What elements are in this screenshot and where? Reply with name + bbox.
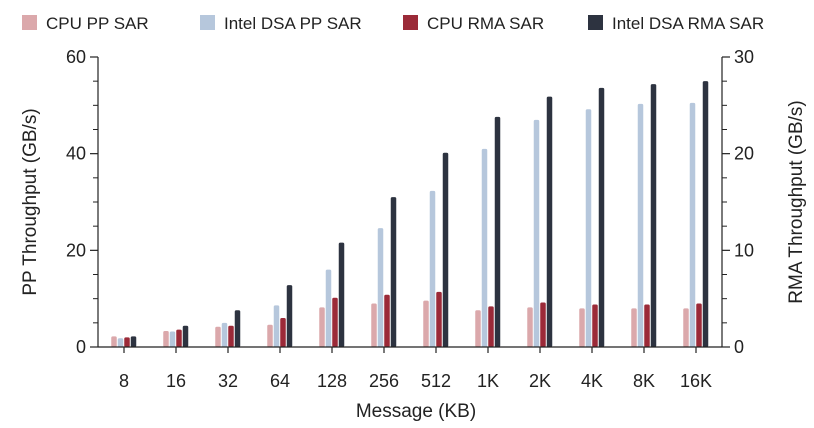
legend-swatch: [588, 15, 603, 30]
y-tick-label-right: 0: [734, 337, 744, 357]
bar-cpu-pp-sar: [111, 336, 117, 347]
bar-cpu-rma-sar: [488, 306, 494, 347]
x-tick-label: 16K: [680, 371, 712, 391]
bar-cpu-pp-sar: [631, 308, 637, 347]
bar-cpu-rma-sar: [228, 325, 234, 347]
bar-intel-dsa-rma-sar: [338, 242, 345, 347]
bar-intel-dsa-pp-sar: [585, 109, 592, 347]
x-tick-label: 2K: [529, 371, 551, 391]
legend-swatch: [200, 15, 215, 30]
legend: CPU PP SAR Intel DSA PP SAR CPU RMA SAR Int…: [22, 14, 764, 33]
bar-intel-dsa-rma-sar: [494, 116, 501, 347]
y-tick-label-left: 0: [76, 337, 86, 357]
x-tick-label: 32: [218, 371, 238, 391]
bar-intel-dsa-rma-sar: [390, 197, 397, 347]
bar-cpu-rma-sar: [332, 297, 338, 347]
bar-cpu-pp-sar: [215, 326, 221, 347]
bar-cpu-rma-sar: [644, 304, 650, 347]
x-axis: 8 16 32 64 128 256 512 1K 2K 4K 8K 16K: [98, 346, 722, 391]
bar-intel-dsa-pp-sar: [325, 269, 332, 347]
bar-cpu-rma-sar: [124, 337, 130, 347]
legend-label: CPU PP SAR: [46, 14, 149, 33]
y-axis-left-title: PP Throughput (GB/s): [20, 108, 41, 295]
x-tick-label: 128: [317, 371, 347, 391]
bar-intel-dsa-rma-sar: [650, 84, 657, 348]
bar-intel-dsa-pp-sar: [637, 103, 644, 347]
bar-intel-dsa-rma-sar: [598, 87, 605, 347]
bar-cpu-pp-sar: [579, 308, 585, 347]
x-axis-title: Message (KB): [356, 401, 476, 422]
bar-cpu-rma-sar: [592, 304, 598, 347]
x-tick-label: 8: [119, 371, 129, 391]
bar-cpu-rma-sar: [280, 318, 286, 347]
x-tick-label: 16: [166, 371, 186, 391]
y-tick-label-right: 30: [734, 47, 754, 67]
bar-intel-dsa-pp-sar: [481, 148, 488, 347]
bar-intel-dsa-rma-sar: [130, 336, 137, 347]
bar-cpu-rma-sar: [540, 302, 546, 347]
x-tick-label: 8K: [633, 371, 655, 391]
legend-swatch: [22, 15, 37, 30]
y-tick-label-left: 20: [66, 240, 86, 260]
bar-cpu-pp-sar: [163, 331, 169, 347]
legend-swatch: [403, 15, 418, 30]
x-tick-label: 4K: [581, 371, 603, 391]
y-tick-label-left: 40: [66, 144, 86, 164]
bar-intel-dsa-pp-sar: [689, 102, 696, 348]
bar-intel-dsa-pp-sar: [117, 338, 124, 347]
bar-intel-dsa-rma-sar: [286, 285, 293, 347]
bar-intel-dsa-pp-sar: [273, 305, 280, 347]
bar-intel-dsa-pp-sar: [169, 331, 176, 347]
bar-cpu-pp-sar: [319, 307, 325, 347]
x-tick-label: 512: [421, 371, 451, 391]
y-axis-left: 0 20 40 60: [66, 47, 99, 357]
plot-area: [111, 81, 709, 348]
bar-intel-dsa-pp-sar: [533, 119, 540, 347]
bar-cpu-pp-sar: [475, 310, 481, 347]
bar-cpu-pp-sar: [423, 300, 429, 347]
y-axis-right: 0 10 20 30: [721, 47, 754, 357]
legend-label: Intel DSA PP SAR: [224, 14, 362, 33]
bar-intel-dsa-rma-sar: [546, 96, 553, 347]
bar-cpu-pp-sar: [371, 303, 377, 347]
bar-cpu-pp-sar: [683, 308, 689, 347]
bar-intel-dsa-pp-sar: [429, 190, 436, 347]
x-tick-label: 64: [270, 371, 290, 391]
x-tick-label: 256: [369, 371, 399, 391]
bar-intel-dsa-rma-sar: [702, 81, 709, 348]
x-tick-label: 1K: [477, 371, 499, 391]
bar-intel-dsa-pp-sar: [221, 322, 228, 347]
y-tick-label-left: 60: [66, 47, 86, 67]
bar-cpu-pp-sar: [527, 307, 533, 347]
bar-intel-dsa-rma-sar: [234, 310, 241, 347]
bar-intel-dsa-rma-sar: [182, 325, 189, 347]
bar-cpu-rma-sar: [696, 303, 702, 347]
bar-cpu-pp-sar: [267, 324, 273, 347]
bar-cpu-rma-sar: [176, 329, 182, 347]
legend-label: CPU RMA SAR: [427, 14, 544, 33]
bar-intel-dsa-pp-sar: [377, 228, 384, 347]
bar-intel-dsa-rma-sar: [442, 152, 449, 347]
y-tick-label-right: 20: [734, 144, 754, 164]
y-axis-right-title: RMA Throughput (GB/s): [786, 100, 807, 303]
y-tick-label-right: 10: [734, 240, 754, 260]
bar-cpu-rma-sar: [384, 294, 390, 347]
legend-label: Intel DSA RMA SAR: [612, 14, 764, 33]
bar-cpu-rma-sar: [436, 291, 442, 347]
